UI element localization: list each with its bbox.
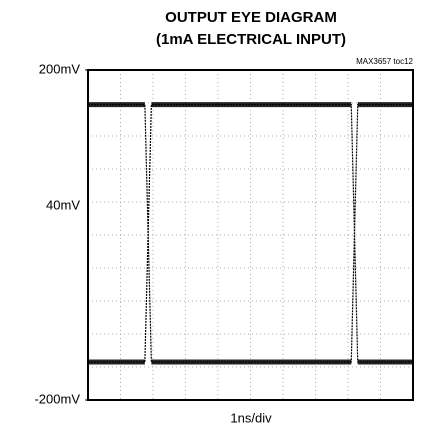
eye-trace [88, 104, 413, 363]
x-axis-label: 1ns/div [230, 410, 272, 425]
y-tick-label: -200mV [34, 391, 80, 406]
y-axis-label: 40mV [46, 197, 80, 212]
y-tick-label: 200mV [39, 61, 81, 76]
plot-border [87, 69, 414, 401]
chart-subtitle: (1mA ELECTRICAL INPUT) [156, 31, 346, 48]
chart-title: OUTPUT EYE DIAGRAM [165, 9, 337, 26]
annotation: MAX3657 toc12 [356, 57, 413, 66]
eye-trace [88, 104, 413, 363]
